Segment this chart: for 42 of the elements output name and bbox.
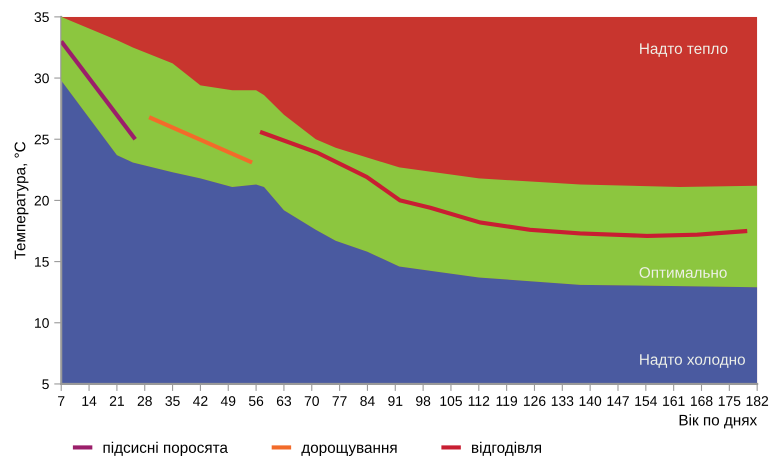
x-tick-label: 77	[332, 396, 347, 406]
x-tick-label: 133	[552, 396, 574, 406]
x-tick-label: 154	[635, 396, 658, 406]
x-tick-label: 126	[524, 396, 546, 406]
x-tick-label: 161	[663, 396, 685, 406]
y-tick-label: 10	[35, 318, 49, 328]
x-axis-title: Вік по днях	[680, 414, 758, 428]
x-tick-label: 91	[388, 396, 402, 406]
x-tick-label: 7	[58, 396, 64, 406]
x-tick-label: 84	[360, 396, 375, 406]
x-tick-label: 112	[468, 396, 490, 406]
x-tick-label: 14	[82, 396, 96, 406]
legend-label: дорощування	[301, 444, 397, 456]
x-tick-label: 56	[248, 396, 264, 406]
x-tick-label: 182	[746, 396, 768, 406]
x-tick-label: 168	[690, 396, 712, 406]
x-tick-label: 49	[220, 396, 236, 406]
x-tick-label: 147	[607, 396, 629, 406]
annotation: Оптимально	[640, 267, 727, 278]
x-tick-label: 21	[110, 396, 124, 406]
x-tick-label: 98	[416, 396, 430, 406]
x-tick-label: 28	[138, 396, 152, 406]
annotation: Надто тепло	[640, 43, 728, 57]
y-tick-label: 30	[34, 73, 49, 84]
x-tick-label: 35	[165, 396, 180, 406]
annotation: Надто холодно	[640, 354, 745, 368]
x-tick-label: 175	[718, 396, 740, 406]
y-tick-label: 20	[34, 196, 49, 206]
x-tick-label: 70	[304, 396, 319, 406]
x-tick-label: 140	[580, 396, 602, 406]
y-tick-label: 35	[34, 12, 49, 22]
x-tick-label: 42	[193, 396, 208, 406]
y-axis-title: Температура, °C	[14, 142, 28, 260]
x-tick-label: 105	[440, 396, 462, 406]
legend-label: підсисні поросята	[104, 442, 228, 456]
y-tick-label: 25	[34, 134, 49, 144]
x-tick-label: 63	[276, 396, 292, 406]
x-tick-label: 119	[496, 396, 518, 406]
legend-label: відгодівля	[472, 442, 541, 456]
y-tick-label: 15	[35, 257, 49, 267]
y-tick-label: 5	[42, 379, 49, 390]
line-series	[258, 130, 750, 238]
